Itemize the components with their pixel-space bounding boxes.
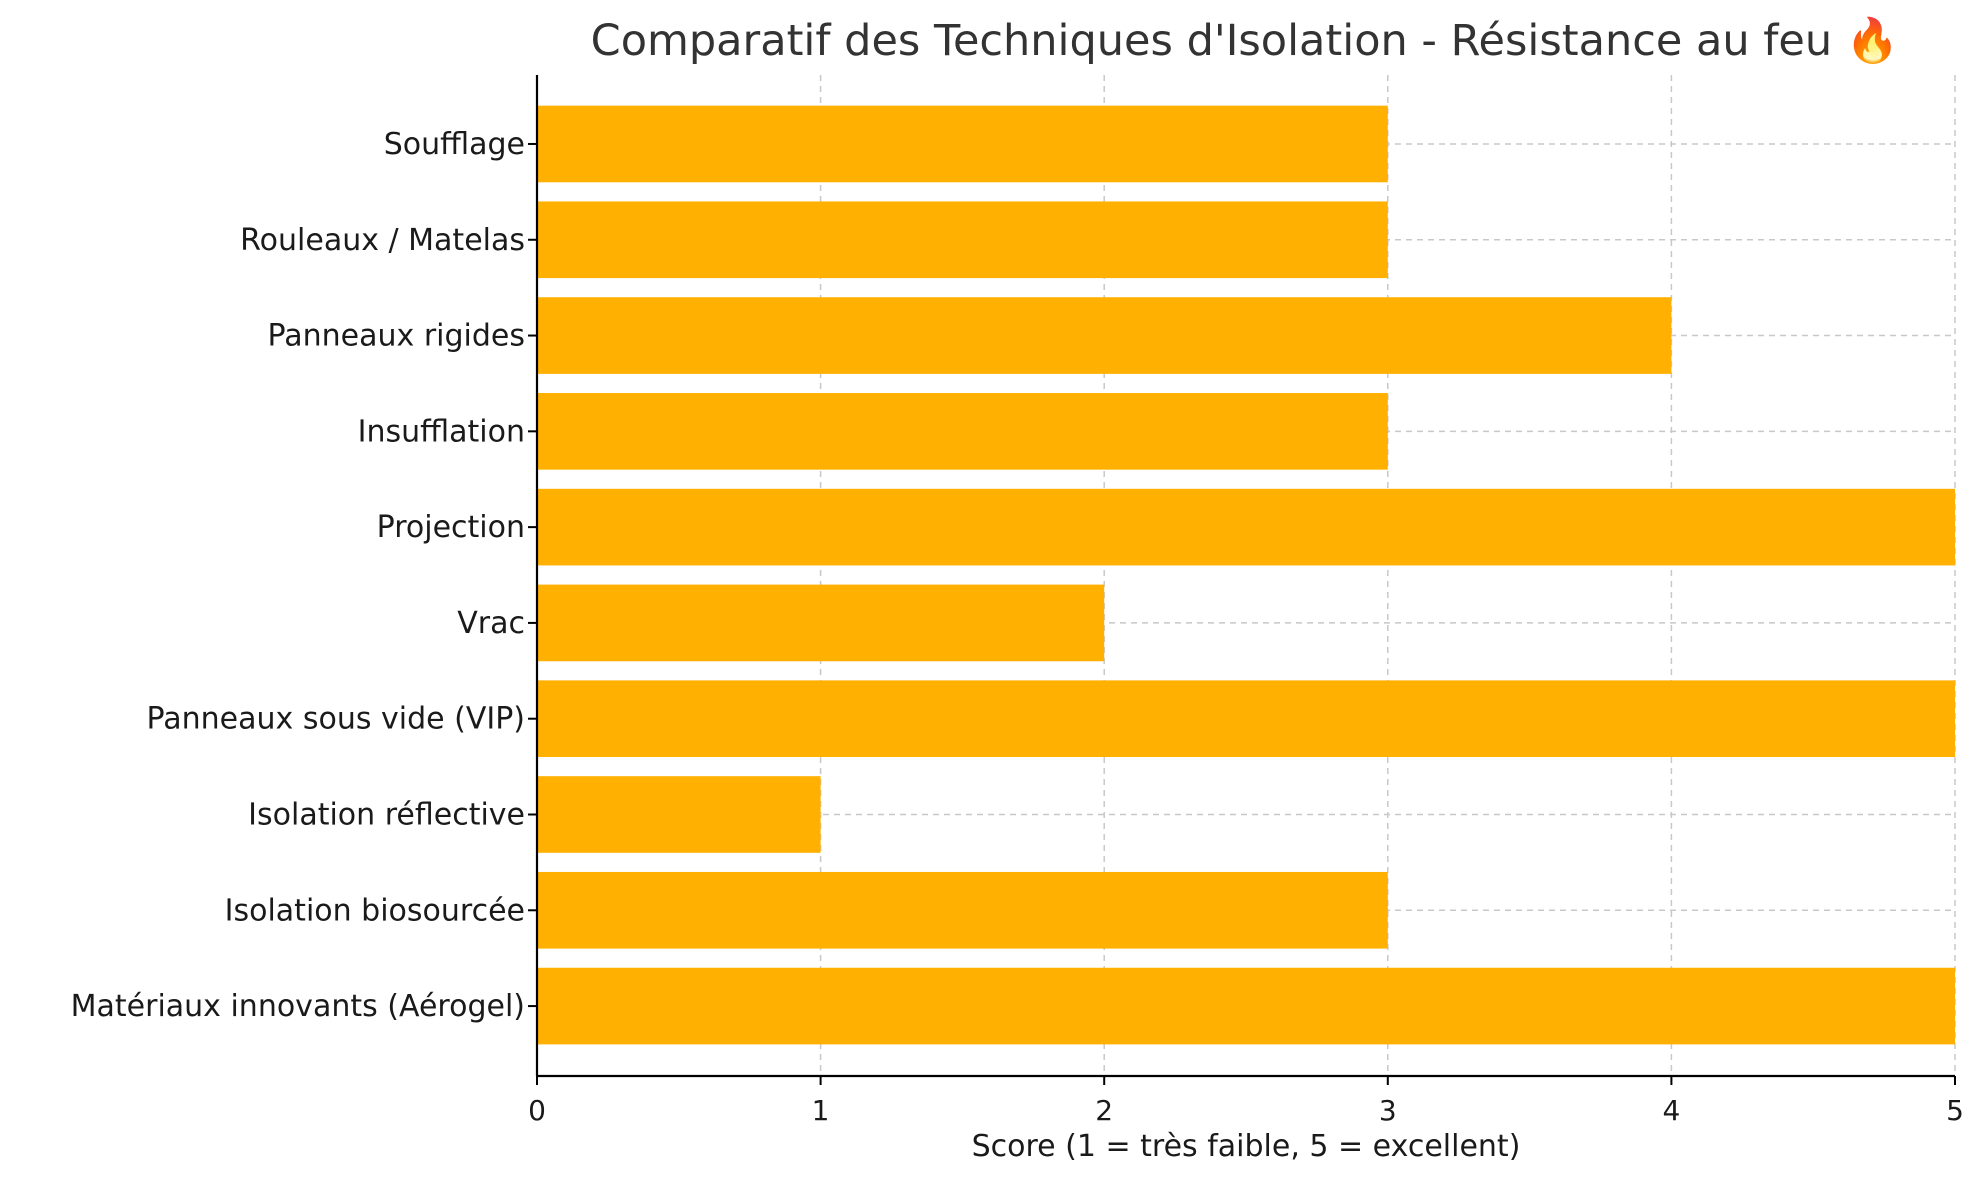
category-label: Isolation réflective	[248, 797, 525, 832]
x-tick-label: 5	[1946, 1094, 1964, 1127]
bar	[537, 488, 1955, 566]
x-tick-label: 3	[1379, 1094, 1397, 1127]
x-ticks: 0 1 2 3 4 5	[528, 1076, 1964, 1127]
bar	[537, 201, 1388, 279]
bar	[537, 105, 1388, 183]
x-tick-label: 0	[528, 1094, 546, 1127]
chart-title: Comparatif des Techniques d'Isolation - …	[591, 16, 1900, 66]
category-label: Insufflation	[358, 414, 525, 449]
x-axis-title: Score (1 = très faible, 5 = excellent)	[972, 1129, 1521, 1164]
bar	[537, 393, 1388, 470]
axes-layer	[535, 75, 1955, 1078]
y-category-labels: Soufflage Rouleaux / Matelas Panneaux rigi…	[71, 127, 537, 1024]
bar	[537, 871, 1388, 949]
category-label: Soufflage	[384, 127, 525, 162]
category-label: Panneaux sous vide (VIP)	[147, 702, 525, 737]
category-label: Rouleaux / Matelas	[240, 223, 525, 258]
category-label: Panneaux rigides	[268, 319, 525, 354]
bar	[537, 967, 1955, 1045]
category-label: Matériaux innovants (Aérogel)	[71, 989, 525, 1024]
bar	[537, 680, 1955, 758]
category-label: Isolation biosourcée	[225, 893, 525, 928]
x-tick-label: 4	[1662, 1094, 1680, 1127]
x-tick-label: 1	[812, 1094, 830, 1127]
category-label: Vrac	[457, 606, 525, 641]
bar	[537, 297, 1672, 374]
bars-layer	[537, 105, 1955, 1045]
bar	[537, 584, 1105, 662]
bar	[537, 776, 821, 853]
x-tick-label: 2	[1095, 1094, 1113, 1127]
category-label: Projection	[377, 510, 525, 545]
